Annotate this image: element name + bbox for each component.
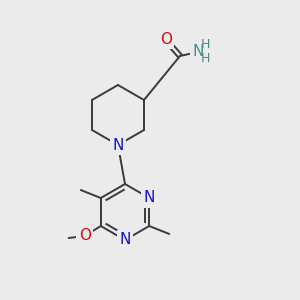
Text: N: N [112, 137, 124, 152]
Text: H: H [200, 38, 210, 52]
Text: N: N [192, 44, 204, 59]
Text: N: N [119, 232, 131, 247]
Text: O: O [79, 229, 91, 244]
Text: O: O [160, 32, 172, 46]
Text: N: N [144, 190, 155, 206]
Text: H: H [200, 52, 210, 65]
